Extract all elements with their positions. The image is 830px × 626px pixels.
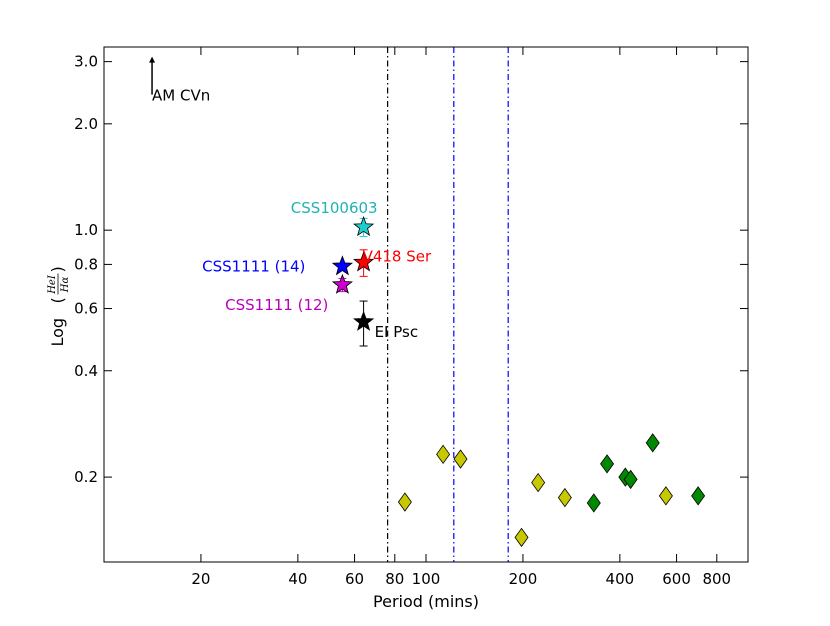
x-tick-label: 100	[412, 570, 441, 588]
x-tick-label: 400	[606, 570, 635, 588]
y-tick-label: 0.4	[74, 362, 98, 380]
diamond-marker	[600, 454, 615, 474]
point-label: EI Psc	[375, 323, 419, 341]
star-marker	[331, 273, 353, 294]
y-tick-label: 1.0	[74, 221, 98, 239]
star-marker	[352, 251, 375, 272]
y-axis-label: Log ( HeI Hα)	[47, 266, 71, 346]
diamond-marker	[514, 527, 529, 548]
diamond-marker	[453, 449, 468, 469]
star-marker	[352, 215, 375, 237]
diamond-marker	[645, 433, 660, 453]
y-tick-label: 2.0	[74, 115, 98, 133]
diamond-marker	[658, 486, 673, 506]
y-tick-label: 0.6	[74, 300, 98, 318]
diamond-marker	[557, 487, 572, 508]
diamond-marker	[623, 469, 638, 490]
vertical-reference-lines	[387, 47, 509, 562]
x-tick-label: 60	[345, 570, 364, 588]
x-tick-label: 20	[191, 570, 210, 588]
y-tick-label: 0.2	[74, 468, 98, 486]
axis-ticks: 20 40 60 80 100 200 400 600 800 0.2 0.4 0.6 0.8 1.0 2.…	[74, 47, 748, 588]
diamond-marker	[586, 493, 601, 513]
diamond-marker	[397, 492, 412, 512]
diamond-marker	[691, 486, 706, 506]
x-tick-label: 800	[702, 570, 731, 588]
y-label-denominator: Hα	[60, 277, 71, 294]
x-tick-label: 40	[288, 570, 307, 588]
point-label: V418 Ser	[363, 248, 432, 266]
arrow-head-icon	[149, 56, 156, 63]
x-axis-label: Period (mins)	[373, 592, 479, 611]
diamond-marker	[436, 444, 451, 465]
y-label-prefix: Log	[48, 318, 67, 347]
star-marker	[331, 255, 353, 276]
point-label: CSS100603	[291, 199, 378, 217]
star-marker	[352, 310, 375, 331]
diamond-marker	[531, 472, 546, 493]
plot-frame	[103, 46, 749, 563]
y-label-paren-left: (	[48, 297, 67, 303]
x-tick-label: 200	[509, 570, 538, 588]
y-tick-label: 3.0	[74, 53, 98, 71]
annotations: CSS100603 V418 Ser CSS1111 (14) CSS1111 (12…	[149, 56, 432, 341]
x-tick-label: 80	[385, 570, 404, 588]
data-markers	[331, 215, 706, 548]
point-label: CSS1111 (12)	[225, 296, 328, 314]
y-tick-label: 0.8	[74, 255, 98, 273]
y-label-numerator: HeI	[47, 274, 58, 295]
arrow-label: AM CVn	[152, 87, 210, 105]
y-label-paren-right: )	[48, 266, 67, 272]
point-label: CSS1111 (14)	[202, 257, 305, 275]
x-tick-label: 600	[662, 570, 691, 588]
